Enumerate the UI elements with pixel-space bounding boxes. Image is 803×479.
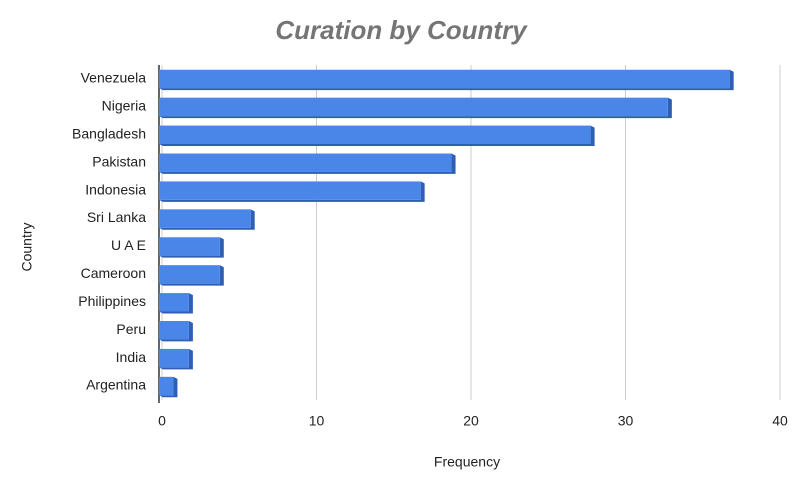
y-tick-label: Bangladesh: [72, 125, 146, 141]
bar: [159, 376, 174, 396]
y-tick-label: Pakistan: [92, 153, 146, 169]
y-tick-label: India: [116, 349, 147, 365]
bar: [159, 125, 591, 145]
y-tick-label: Sri Lanka: [87, 209, 146, 225]
x-tick-label: 30: [618, 413, 634, 429]
bar: [159, 69, 730, 89]
chart-title: Curation by Country: [275, 15, 528, 45]
y-tick-label: Indonesia: [85, 181, 146, 197]
x-tick-label: 0: [158, 413, 166, 429]
bar: [159, 348, 189, 368]
y-tick-label: Cameroon: [81, 265, 146, 281]
y-tick-label: U A E: [111, 237, 146, 253]
x-tick-label: 20: [463, 413, 479, 429]
y-tick-label: Philippines: [78, 293, 146, 309]
bar-depth: [159, 376, 178, 398]
bar: [159, 97, 668, 117]
bar: [159, 265, 220, 284]
bar: [159, 153, 452, 172]
bar: [159, 237, 220, 256]
x-tick-label: 10: [309, 413, 325, 429]
y-tick-label: Argentina: [86, 377, 146, 393]
bar-depth: [159, 320, 193, 342]
y-tick-label: Nigeria: [102, 98, 147, 114]
y-axis-label: Country: [19, 222, 35, 271]
x-axis-label: Frequency: [434, 454, 500, 470]
bar-depth: [159, 293, 193, 314]
bar: [159, 209, 251, 228]
x-tick-label: 40: [772, 413, 788, 429]
y-tick-label: Venezuela: [81, 70, 147, 86]
y-tick-label: Peru: [116, 321, 146, 337]
bar: [159, 320, 189, 340]
bar-depth: [159, 348, 193, 370]
bar: [159, 181, 421, 200]
bar: [159, 293, 189, 312]
